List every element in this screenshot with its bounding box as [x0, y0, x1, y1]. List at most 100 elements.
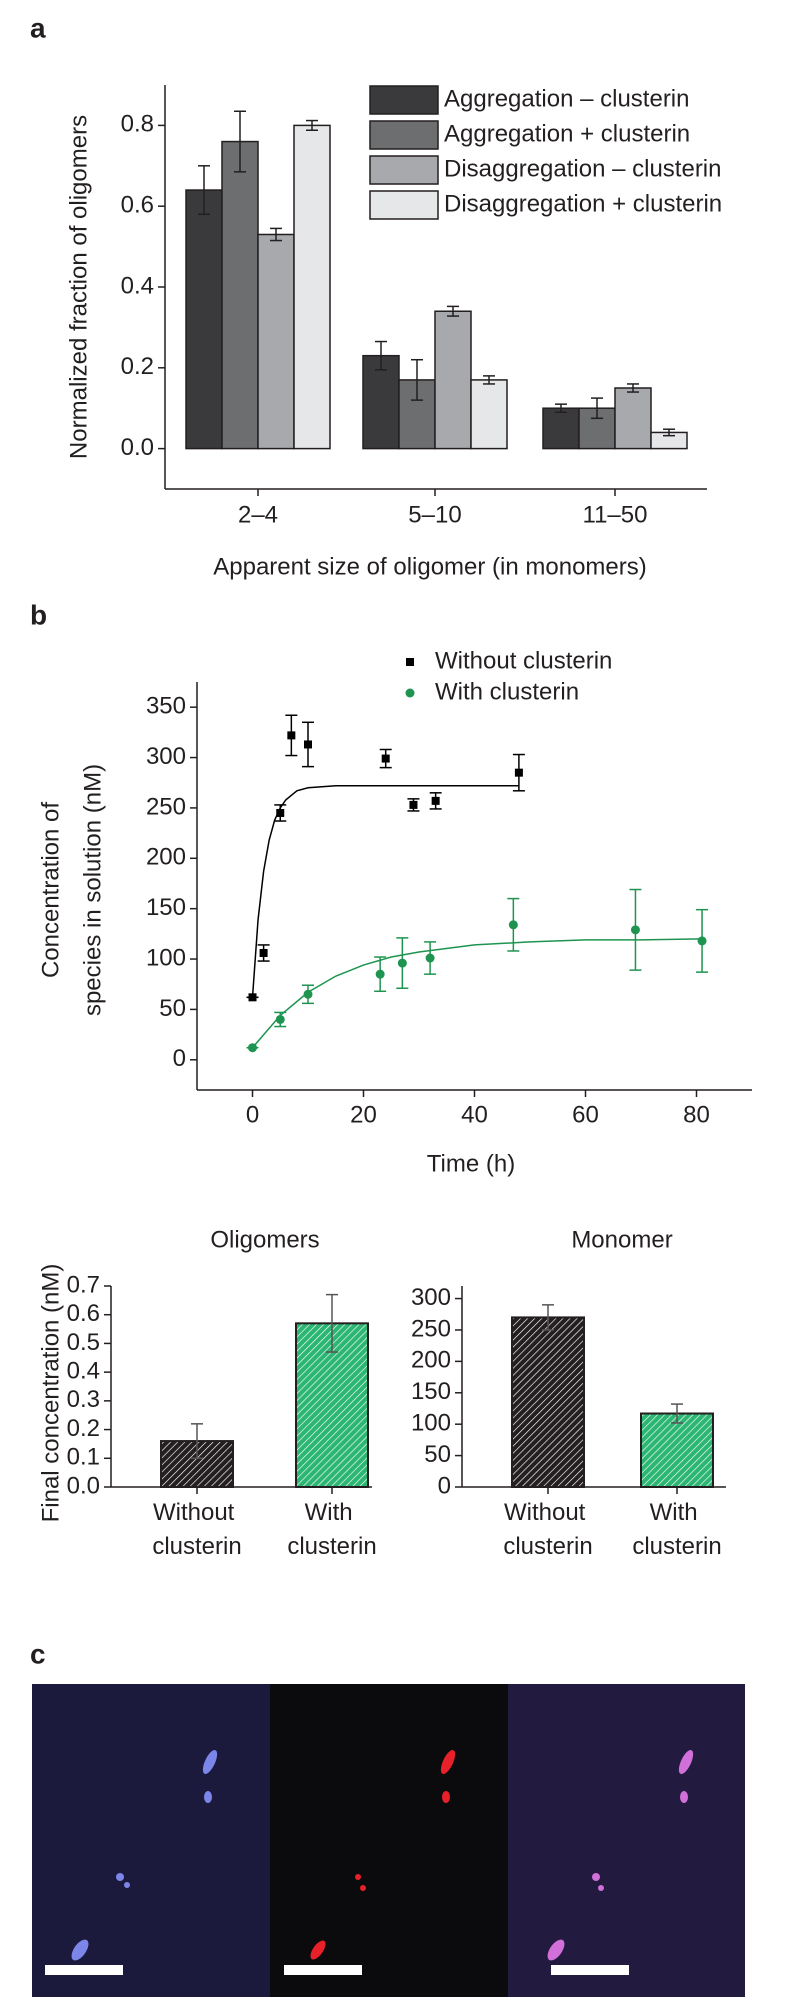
- blue-spots: [71, 1750, 218, 1961]
- y-tick-label: 0.4: [121, 272, 154, 299]
- image-merge: [508, 1684, 745, 1997]
- y-tick-label: 0.6: [121, 192, 154, 219]
- y-tick-label: 0.5: [67, 1329, 100, 1356]
- y-tick-label: 350: [146, 693, 186, 720]
- x-tick-label: 0: [246, 1101, 259, 1128]
- x-tick-label: 11–50: [583, 501, 648, 528]
- y-tick-label: 100: [146, 944, 186, 971]
- panel-label: c: [30, 1638, 46, 1669]
- bar: [614, 387, 652, 450]
- legend-label: Aggregation – clusterin: [444, 85, 689, 112]
- y-axis-label: Concentration of: [37, 802, 64, 978]
- x-tick-label: Without clusterin: [503, 1499, 592, 1560]
- bar: [542, 407, 580, 450]
- y-tick-label: 0.2: [67, 1415, 100, 1442]
- point: [425, 953, 435, 963]
- y-tick-label: 200: [411, 1347, 451, 1374]
- y-tick-label: 300: [146, 743, 186, 770]
- point: [304, 740, 312, 749]
- error-bar: [234, 110, 246, 173]
- point: [248, 1043, 257, 1053]
- point: [381, 754, 390, 763]
- y-tick-label: 200: [146, 844, 186, 871]
- error-bar: [198, 165, 210, 216]
- x-tick-label: 80: [683, 1101, 710, 1128]
- y-tick-label: 0.3: [67, 1386, 100, 1413]
- y-axis-label: Normalized fraction of oligomers: [65, 115, 92, 459]
- y-tick-label: 0.4: [67, 1357, 100, 1384]
- y-axis-label: Final concentration (nM): [37, 1264, 64, 1523]
- point: [276, 808, 285, 817]
- error-bar: [447, 305, 459, 317]
- error-bar: [306, 119, 318, 131]
- x-tick-label: 2–4: [238, 501, 278, 528]
- error-bar: [375, 340, 387, 371]
- y-tick-label: 150: [146, 894, 186, 921]
- point: [514, 768, 523, 777]
- point: [303, 989, 313, 999]
- error-bar: [483, 375, 495, 385]
- legend-swatch: [369, 85, 439, 115]
- y-tick-label: 0: [173, 1045, 186, 1072]
- bar: [511, 1316, 585, 1488]
- legend-swatch: [369, 155, 439, 185]
- bar: [640, 1412, 714, 1489]
- y-tick-label: 250: [146, 793, 186, 820]
- legend-label: Aggregation + clusterin: [444, 120, 690, 147]
- legend-marker: [405, 688, 415, 698]
- y-tick-label: 150: [411, 1378, 451, 1405]
- point: [630, 925, 640, 935]
- error-bar: [326, 1293, 338, 1353]
- y-tick-label: 0.0: [121, 434, 154, 461]
- x-tick-label: With clusterin: [287, 1499, 376, 1560]
- x-axis-label: Time (h): [427, 1150, 515, 1177]
- error-bar: [270, 227, 282, 242]
- chart-title: Oligomers: [210, 1226, 319, 1253]
- error-bar: [191, 1423, 203, 1460]
- y-tick-label: 50: [159, 995, 186, 1022]
- point: [275, 1014, 285, 1024]
- red-spots: [310, 1750, 456, 1960]
- point: [259, 948, 268, 957]
- scale-bar: [551, 1965, 629, 1975]
- error-bar: [555, 403, 567, 413]
- micrographs: [32, 1684, 745, 1997]
- error-bar: [627, 383, 639, 393]
- x-tick-label: 40: [461, 1101, 488, 1128]
- bar: [221, 140, 259, 450]
- merge-spots: [547, 1750, 694, 1961]
- point: [409, 800, 418, 809]
- error-bar: [671, 1403, 683, 1424]
- y-axis-label: species in solution (nM): [79, 764, 106, 1016]
- error-bar: [542, 1304, 554, 1331]
- bar: [470, 379, 508, 450]
- point: [248, 993, 257, 1002]
- x-tick-label: Without clusterin: [152, 1499, 241, 1560]
- legend-label: With clusterin: [435, 678, 579, 705]
- image-blue: [32, 1684, 270, 1997]
- bar: [257, 233, 295, 450]
- y-tick-label: 50: [424, 1441, 451, 1468]
- y-tick-label: 300: [411, 1284, 451, 1311]
- y-tick-label: 0.0: [67, 1472, 100, 1499]
- y-tick-label: 0.7: [67, 1271, 100, 1298]
- bar: [185, 189, 223, 450]
- point: [397, 958, 407, 968]
- point: [287, 731, 296, 740]
- legend-label: Disaggregation – clusterin: [444, 155, 722, 182]
- bar: [293, 124, 331, 450]
- x-tick-label: 60: [572, 1101, 599, 1128]
- x-axis-label: Apparent size of oligomer (in monomers): [213, 553, 647, 580]
- y-tick-label: 250: [411, 1315, 451, 1342]
- y-tick-label: 0.2: [121, 353, 154, 380]
- point: [697, 936, 707, 946]
- panel-label: b: [30, 599, 47, 630]
- scale-bar: [45, 1965, 123, 1975]
- legend-swatch: [369, 190, 439, 220]
- legend-marker: [406, 658, 414, 666]
- error-bar: [411, 358, 423, 401]
- point: [375, 969, 385, 979]
- x-tick-label: 5–10: [408, 501, 461, 528]
- image-red: [270, 1684, 508, 1997]
